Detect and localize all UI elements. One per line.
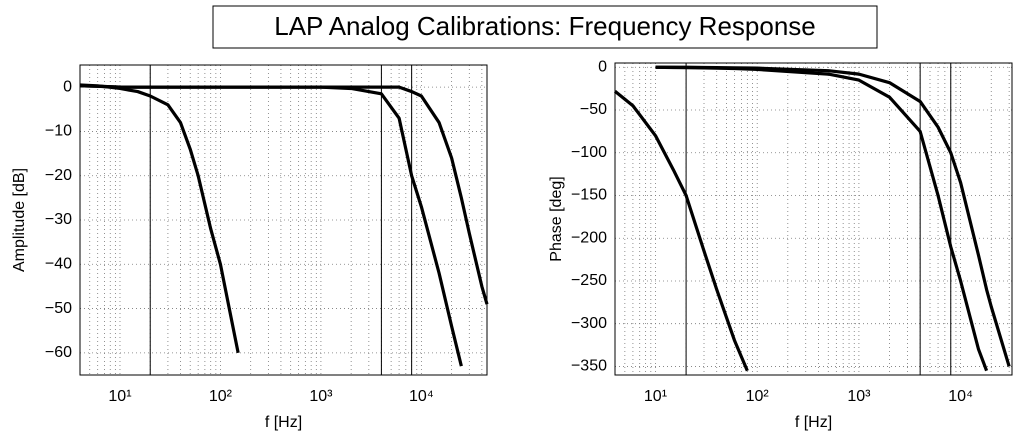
y-tick-label: −30 xyxy=(45,211,72,228)
x-tick-label: 10⁴ xyxy=(948,388,973,405)
y-tick-label: −50 xyxy=(580,101,607,118)
y-tick-label: −150 xyxy=(571,187,607,204)
y-tick-label: −350 xyxy=(571,358,607,375)
response-curve xyxy=(79,84,489,305)
title-box xyxy=(212,5,878,49)
x-axis-label: f [Hz] xyxy=(795,414,832,431)
y-axis-label: Phase [deg] xyxy=(548,176,565,261)
response-curve xyxy=(655,65,1011,367)
x-tick-label: 10² xyxy=(746,388,770,405)
x-tick-label: 10³ xyxy=(847,388,871,405)
response-curve xyxy=(79,83,240,354)
y-tick-label: −200 xyxy=(571,229,607,246)
y-tick-label: −20 xyxy=(45,167,72,184)
y-tick-label: −300 xyxy=(571,315,607,332)
response-curve xyxy=(79,84,463,367)
response-curve xyxy=(613,89,749,372)
y-tick-label: 0 xyxy=(598,58,607,75)
y-tick-label: −10 xyxy=(45,123,72,140)
y-tick-label: −100 xyxy=(571,144,607,161)
axes-box xyxy=(79,64,488,376)
x-axis-label: f [Hz] xyxy=(265,414,302,431)
x-tick-label: 10¹ xyxy=(108,388,131,405)
axes-box xyxy=(614,62,1013,376)
y-tick-label: −50 xyxy=(45,300,72,317)
x-tick-label: 10⁴ xyxy=(409,388,434,405)
figure-title: LAP Analog Calibrations: Frequency Respo… xyxy=(274,11,816,41)
y-tick-label: −40 xyxy=(45,256,72,273)
x-tick-label: 10³ xyxy=(309,388,333,405)
response-curve xyxy=(655,65,989,372)
y-tick-label: −60 xyxy=(45,344,72,361)
y-tick-label: 0 xyxy=(63,78,72,95)
y-tick-label: −250 xyxy=(571,272,607,289)
y-axis-label: Amplitude [dB] xyxy=(11,168,28,272)
x-tick-label: 10¹ xyxy=(644,388,667,405)
x-tick-label: 10² xyxy=(209,388,233,405)
